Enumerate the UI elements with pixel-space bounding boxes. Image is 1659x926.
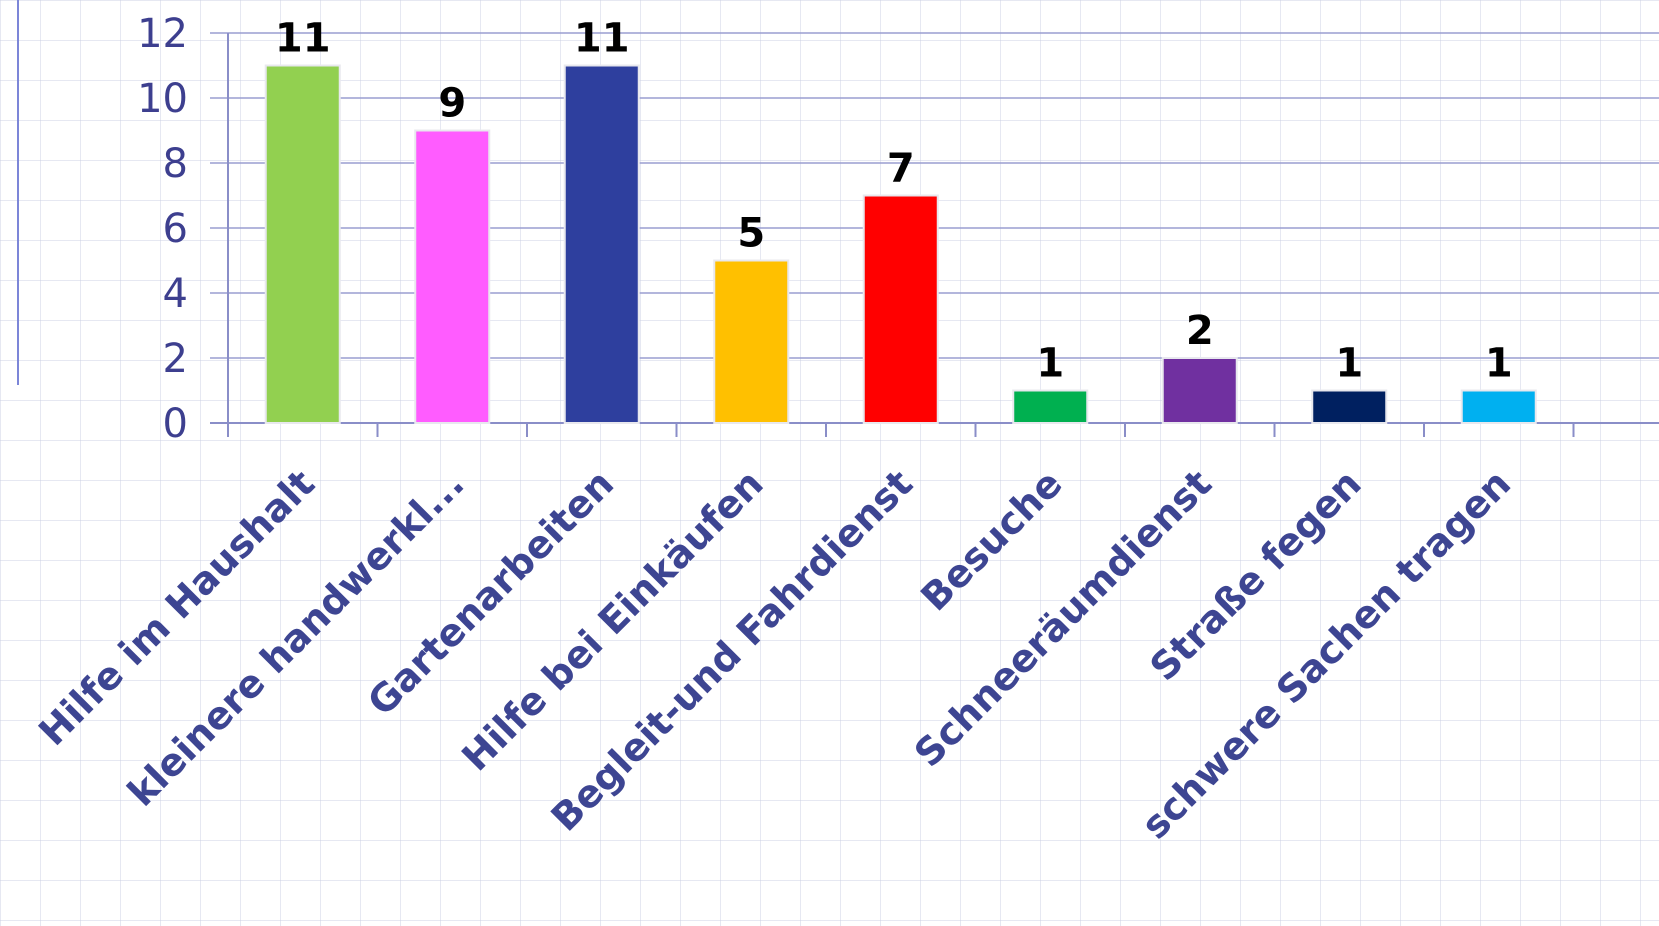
- x-tick-label: Besuche: [912, 461, 1070, 619]
- x-tick-label: Hilfe bei Einkäufen: [453, 461, 771, 779]
- bar-5: [862, 194, 939, 424]
- data-label: 7: [887, 146, 915, 192]
- y-tick-label: 10: [137, 76, 188, 122]
- x-tick-label: Hilfe im Haushalt: [30, 461, 323, 754]
- bar-9: [1460, 389, 1537, 424]
- data-label: 2: [1186, 308, 1214, 354]
- bar-1: [264, 64, 341, 424]
- y-tick-label: 0: [163, 401, 188, 447]
- bar-3: [563, 64, 640, 424]
- bar-4: [713, 259, 790, 424]
- bar-6: [1012, 389, 1089, 424]
- data-label: 1: [1485, 341, 1513, 387]
- bar-8: [1311, 389, 1388, 424]
- bars: [264, 64, 1537, 424]
- data-label: 1: [1335, 341, 1363, 387]
- slide-accent-line: [17, 0, 19, 385]
- bar-2: [414, 129, 491, 424]
- y-axis-ticks: 0 2 4 6 8 10 12: [137, 11, 188, 447]
- data-label: 5: [737, 211, 765, 257]
- data-label: 11: [275, 16, 331, 62]
- data-label: 11: [574, 16, 630, 62]
- y-tick-label: 2: [163, 336, 188, 382]
- x-tick-label: Schneeräumdienst: [906, 461, 1220, 775]
- data-label: 1: [1036, 341, 1064, 387]
- y-tick-label: 6: [163, 206, 188, 252]
- y-tick-label: 12: [137, 11, 188, 57]
- y-tick-label: 8: [163, 141, 188, 187]
- data-label: 9: [438, 81, 466, 127]
- y-tick-label: 4: [163, 271, 188, 317]
- bar-7: [1161, 357, 1238, 424]
- x-tick-label: Gartenarbeiten: [359, 461, 622, 724]
